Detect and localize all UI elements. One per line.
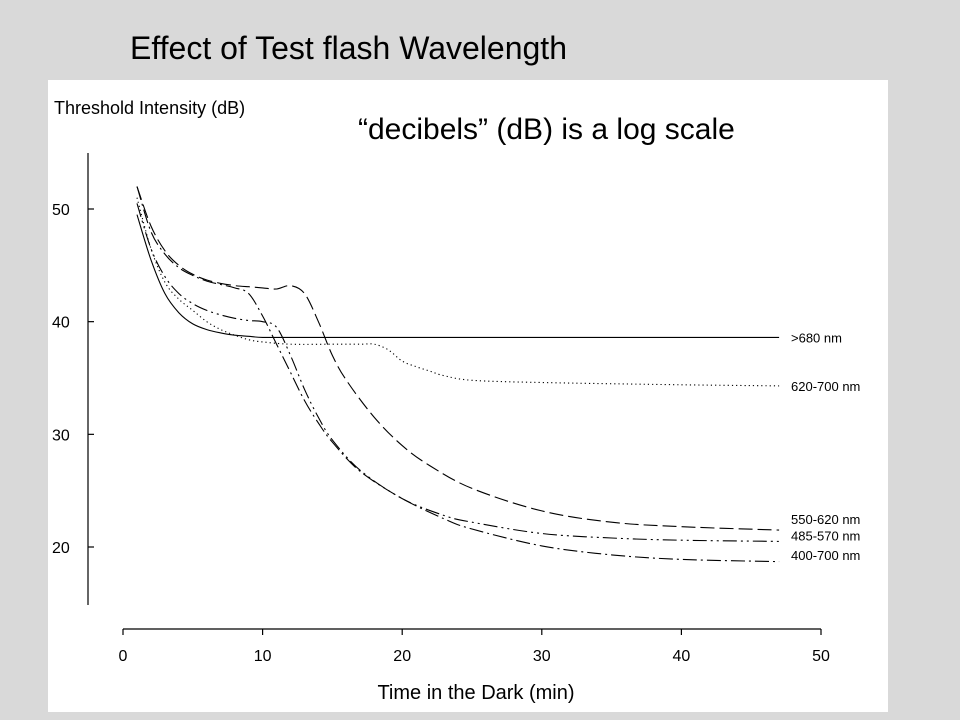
x-tick-label: 30 — [533, 648, 551, 665]
x-tick-label: 10 — [254, 648, 272, 665]
y-axis-label: Threshold Intensity (dB) — [54, 98, 245, 118]
x-ticks: 0 10 20 30 40 50 — [119, 629, 830, 665]
y-tick-label: 50 — [52, 202, 70, 219]
y-tick-label: 20 — [52, 540, 70, 557]
x-tick-label: 50 — [812, 648, 830, 665]
series-line — [136, 203, 780, 542]
series-line — [136, 214, 780, 339]
x-tick-label: 20 — [393, 648, 411, 665]
y-ticks: 20 30 40 50 — [52, 202, 94, 557]
series-line — [136, 186, 780, 563]
series-labels: >680 nm 620-700 nm 550-620 nm 485-570 nm 400… — [791, 330, 860, 562]
x-axis-label: Time in the Dark (min) — [377, 682, 574, 704]
log-scale-note: “decibels” (dB) is a log scale — [358, 113, 735, 146]
series-line — [136, 186, 780, 531]
series-label: 400-700 nm — [791, 548, 860, 563]
series-label: 485-570 nm — [791, 529, 860, 544]
chart-panel: Threshold Intensity (dB) “decibels” (dB)… — [48, 80, 888, 712]
slide-title: Effect of Test flash Wavelength — [130, 30, 567, 66]
x-tick-label: 0 — [119, 648, 128, 665]
series-label: >680 nm — [791, 330, 842, 345]
series-label: 620-700 nm — [791, 379, 860, 394]
chart: Threshold Intensity (dB) “decibels” (dB)… — [52, 98, 860, 704]
y-tick-label: 30 — [52, 427, 70, 444]
series-line — [136, 197, 780, 387]
x-tick-label: 40 — [673, 648, 691, 665]
series-lines — [136, 186, 780, 563]
y-tick-label: 40 — [52, 315, 70, 332]
series-label: 550-620 nm — [791, 512, 860, 527]
